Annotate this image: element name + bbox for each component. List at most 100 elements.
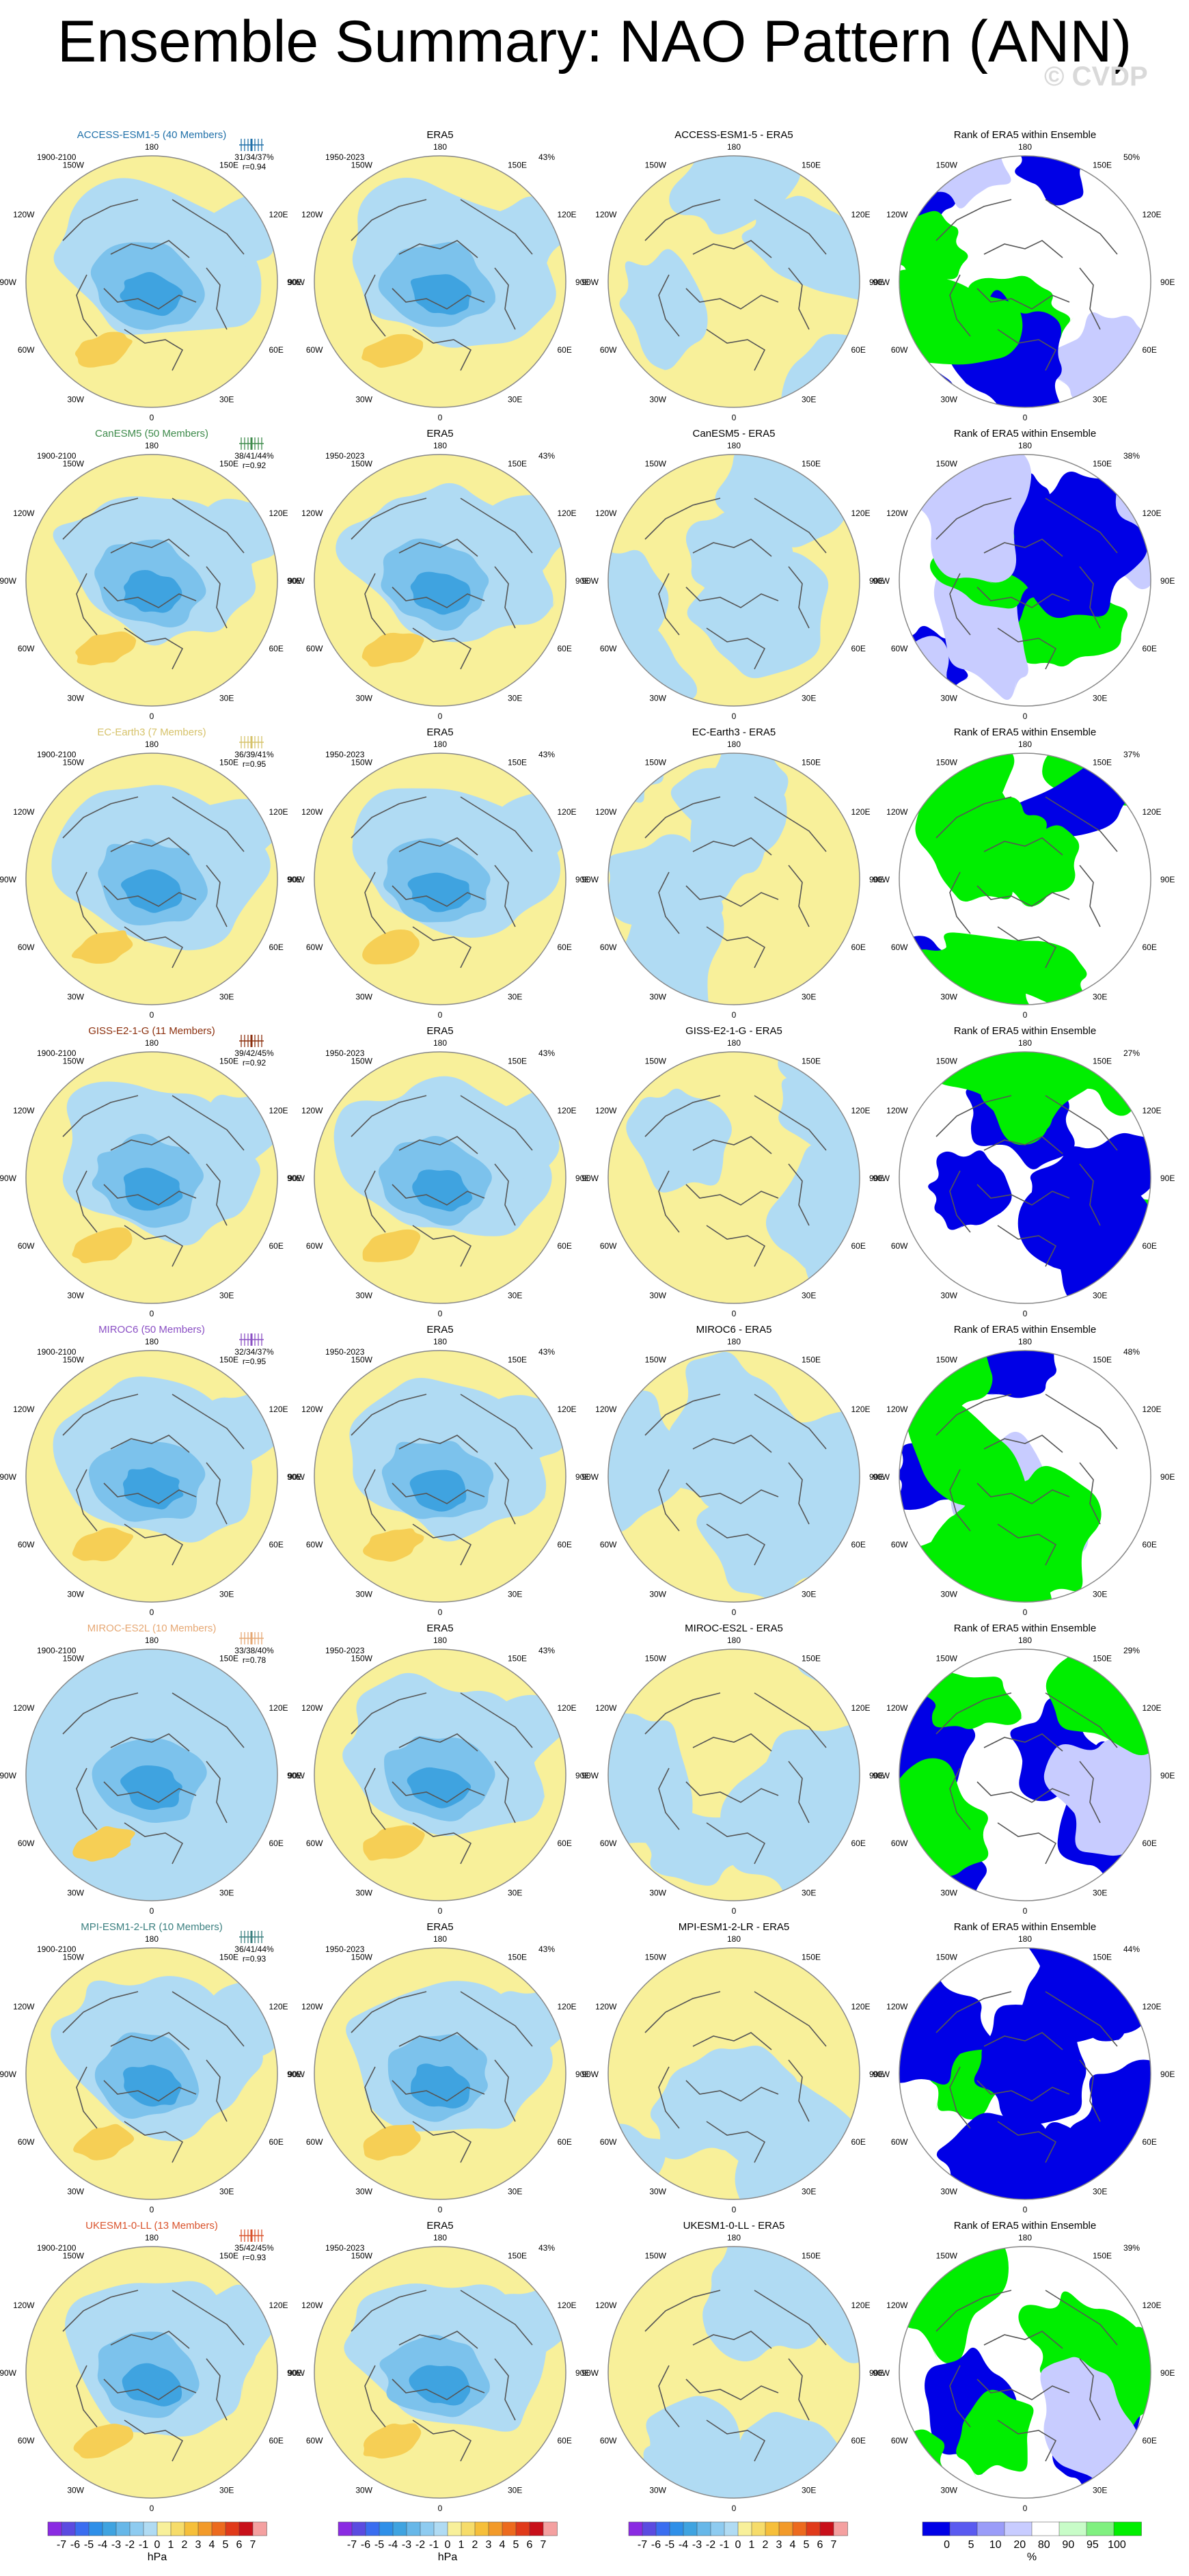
longitude-label: 60E	[851, 345, 865, 355]
model-title: EC-Earth3 (7 Members)	[97, 727, 206, 738]
longitude-label: 30W	[355, 1589, 372, 1599]
longitude-label: 30E	[1093, 1290, 1107, 1300]
longitude-label: 30W	[649, 2485, 666, 2495]
longitude-label: 150E	[219, 459, 238, 469]
longitude-label: 30W	[649, 394, 666, 404]
longitude-label: 60E	[851, 1241, 865, 1251]
longitude-label: 30W	[355, 992, 372, 1001]
map-panel: 180 150E 120E 90E 60E 30E 0 30W 60W 90W 120W 150W	[577, 731, 884, 1050]
colorbar: -7 -6 -5 -4 -3 -2 -1 0 1 2 3 4 5 6 7hPa	[48, 2522, 267, 2563]
longitude-label: 90W	[582, 277, 599, 287]
rank-percent: 38%	[1123, 451, 1140, 461]
longitude-label: 150W	[936, 758, 958, 768]
longitude-label: 60W	[600, 644, 617, 653]
longitude-label: 90W	[582, 875, 599, 884]
longitude-label: 90E	[1160, 1472, 1175, 1482]
colorbar-swatch	[239, 2522, 254, 2536]
longitude-label: 120E	[269, 2002, 288, 2011]
longitude-label: 60W	[600, 1839, 617, 1848]
ensemble-spread-glyph	[239, 2229, 264, 2242]
longitude-label: 0	[1023, 1309, 1028, 1318]
longitude-label: 180	[727, 142, 741, 152]
colorbar-tick-label: -5	[665, 2539, 674, 2551]
longitude-label: 150E	[1093, 2251, 1112, 2261]
pattern-correlation: r=0.93	[243, 1954, 266, 1964]
longitude-label: 150E	[1093, 1057, 1112, 1066]
longitude-label: 120W	[13, 2301, 35, 2310]
map-panel: 180 150E 120E 90E 60E 30E 0 30W 60W 90W 120W 150W	[873, 997, 1189, 1318]
percent-variance-stats: 36/39/41%	[234, 750, 274, 759]
rank-percent: 29%	[1123, 1646, 1140, 1655]
longitude-label: 30W	[67, 1290, 84, 1300]
colorbar-swatch	[779, 2522, 793, 2536]
colorbar-tick-label: -6	[70, 2539, 80, 2551]
longitude-label: 60E	[557, 2436, 571, 2445]
longitude-label: 150W	[63, 1057, 85, 1066]
longitude-label: 150W	[351, 161, 373, 170]
longitude-label: 0	[438, 1309, 443, 1318]
longitude-label: 120W	[301, 210, 323, 219]
longitude-label: 120W	[13, 210, 35, 219]
map-panel: 180 150E 120E 90E 60E 30E 0 30W 60W 90W 120W 150W	[0, 1636, 301, 1916]
colorbar-tick-label: 3	[486, 2539, 492, 2551]
longitude-label: 90W	[288, 2368, 305, 2378]
longitude-label: 60E	[269, 2436, 283, 2445]
longitude-label: 0	[150, 1010, 154, 1020]
longitude-label: 150E	[1093, 459, 1112, 469]
percent-variance: 43%	[538, 1944, 555, 1954]
percent-variance: 43%	[538, 2243, 555, 2253]
longitude-label: 150E	[802, 459, 821, 469]
longitude-label: 90W	[288, 2070, 305, 2079]
longitude-label: 60E	[1142, 2436, 1156, 2445]
longitude-label: 30E	[219, 693, 234, 703]
colorbar-tick-label: 2	[472, 2539, 478, 2551]
colorbar-swatch	[738, 2522, 752, 2536]
colorbar-unit: hPa	[438, 2551, 458, 2563]
longitude-label: 150E	[219, 161, 238, 170]
longitude-label: 180	[433, 1337, 447, 1346]
pattern-correlation: r=0.93	[243, 2253, 266, 2262]
longitude-label: 150W	[645, 2251, 667, 2261]
longitude-label: 120E	[557, 1703, 576, 1713]
longitude-label: 0	[732, 1608, 737, 1617]
longitude-label: 150E	[219, 1355, 238, 1365]
longitude-label: 150W	[645, 1355, 667, 1365]
longitude-label: 90W	[873, 875, 890, 884]
longitude-label: 0	[1023, 1010, 1028, 1020]
longitude-label: 120E	[1142, 807, 1161, 817]
pattern-correlation: r=0.92	[243, 461, 266, 470]
model-title: MIROC-ES2L (10 Members)	[87, 1623, 217, 1634]
longitude-label: 60E	[851, 1540, 865, 1549]
longitude-label: 60E	[269, 1839, 283, 1848]
longitude-label: 90W	[582, 2070, 599, 2079]
longitude-label: 60W	[600, 1241, 617, 1251]
ensemble-row: GISS-E2-1-G (11 Members)1900-2100 39/42/4…	[37, 1025, 1140, 1068]
longitude-label: 150E	[1093, 1654, 1112, 1664]
longitude-label: 150W	[936, 1953, 958, 1962]
colorbar-tick-label: -7	[57, 2539, 66, 2551]
colorbar-tick-label: 4	[790, 2539, 796, 2551]
longitude-label: 150E	[508, 1355, 527, 1365]
percent-variance: 43%	[538, 750, 555, 759]
era5-title: ERA5	[426, 1324, 453, 1336]
longitude-label: 30E	[219, 1888, 234, 1897]
longitude-label: 60E	[1142, 345, 1156, 355]
longitude-label: 0	[438, 2205, 443, 2214]
colorbar-swatch	[683, 2522, 698, 2536]
longitude-label: 120W	[886, 1703, 908, 1713]
longitude-label: 30W	[649, 693, 666, 703]
longitude-label: 60E	[557, 1241, 571, 1251]
percent-variance-stats: 32/34/37%	[234, 1347, 274, 1357]
longitude-label: 30W	[940, 2485, 957, 2495]
longitude-label: 180	[433, 1636, 447, 1645]
colorbar-swatch	[475, 2522, 489, 2536]
longitude-label: 60E	[851, 943, 865, 952]
longitude-label: 30E	[1093, 2186, 1107, 2196]
longitude-label: 90W	[873, 576, 890, 586]
longitude-label: 30E	[508, 1589, 522, 1599]
colorbar-swatch	[806, 2522, 821, 2536]
longitude-label: 120W	[13, 1405, 35, 1414]
longitude-label: 120W	[595, 509, 617, 518]
colorbar-tick-label: -2	[415, 2539, 425, 2551]
colorbar-tick-label: -5	[84, 2539, 94, 2551]
